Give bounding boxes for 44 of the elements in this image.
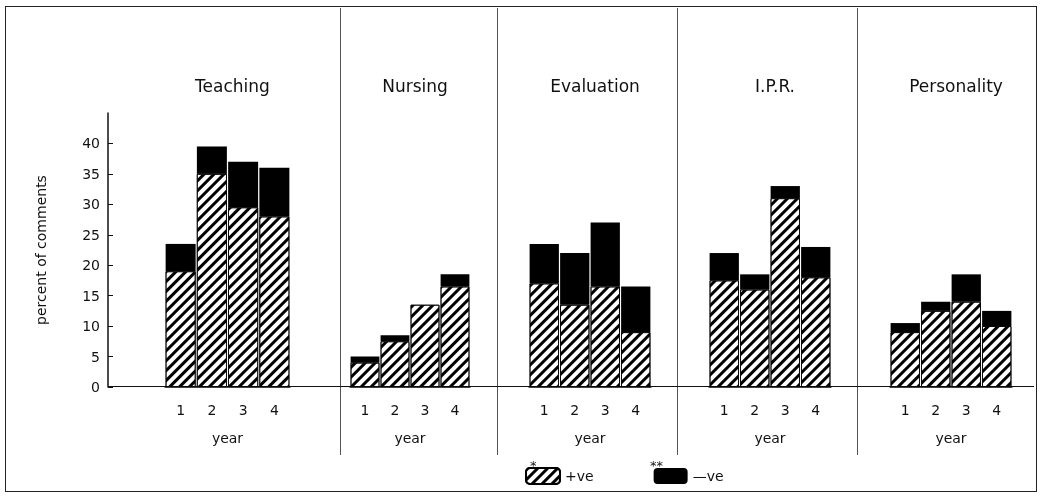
x-tick-label: 2 <box>931 402 941 418</box>
x-tick-label: 3 <box>600 402 610 418</box>
legend-label: +ve <box>565 468 594 484</box>
text: * <box>530 458 537 473</box>
x-tick-label: 4 <box>992 402 1002 418</box>
x-tick-label: 2 <box>750 402 760 418</box>
x-tick-label: 3 <box>780 402 790 418</box>
x-tick-label: 2 <box>390 402 400 418</box>
x-tick-label: 1 <box>719 402 729 418</box>
x-tick-label: 1 <box>176 402 186 418</box>
chart-title: Teaching <box>194 75 270 96</box>
y-tick-label: 20 <box>82 257 100 274</box>
y-tick-label: 5 <box>91 348 100 365</box>
x-tick-label: 2 <box>207 402 217 418</box>
x-axis-title: year <box>211 430 244 446</box>
x-tick-label: 1 <box>360 402 370 418</box>
x-axis-title: year <box>754 430 786 446</box>
y-axis-title: percent of comments <box>33 175 49 325</box>
x-tick-label: 3 <box>238 402 248 418</box>
x-tick-label: 4 <box>631 402 641 418</box>
y-tick-label: 25 <box>82 226 100 243</box>
x-tick-label: 1 <box>900 402 910 418</box>
x-axis-title: year <box>935 430 967 446</box>
y-tick-label: 40 <box>82 135 100 152</box>
y-tick-label: 35 <box>82 165 100 182</box>
x-tick-label: 3 <box>961 402 971 418</box>
x-tick-label: 4 <box>450 402 460 418</box>
x-tick-label: 4 <box>811 402 821 418</box>
chart-title: I.P.R. <box>754 75 796 96</box>
chart-title: Personality <box>909 75 1003 96</box>
chart-title: Evaluation <box>550 75 640 96</box>
x-tick-label: 4 <box>269 402 279 418</box>
legend-label: —ve <box>692 468 724 484</box>
x-axis-title: year <box>394 430 426 446</box>
y-tick-label: 30 <box>82 196 100 213</box>
x-tick-label: 1 <box>539 402 549 418</box>
x-axis-title: year <box>574 430 606 446</box>
chart-title: Nursing <box>382 75 448 96</box>
x-tick-label: 2 <box>570 402 580 418</box>
text: ** <box>650 458 664 473</box>
y-tick-label: 0 <box>91 379 100 395</box>
y-tick-label: 10 <box>82 318 100 335</box>
x-tick-label: 3 <box>420 402 430 418</box>
y-tick-label: 15 <box>82 287 100 304</box>
